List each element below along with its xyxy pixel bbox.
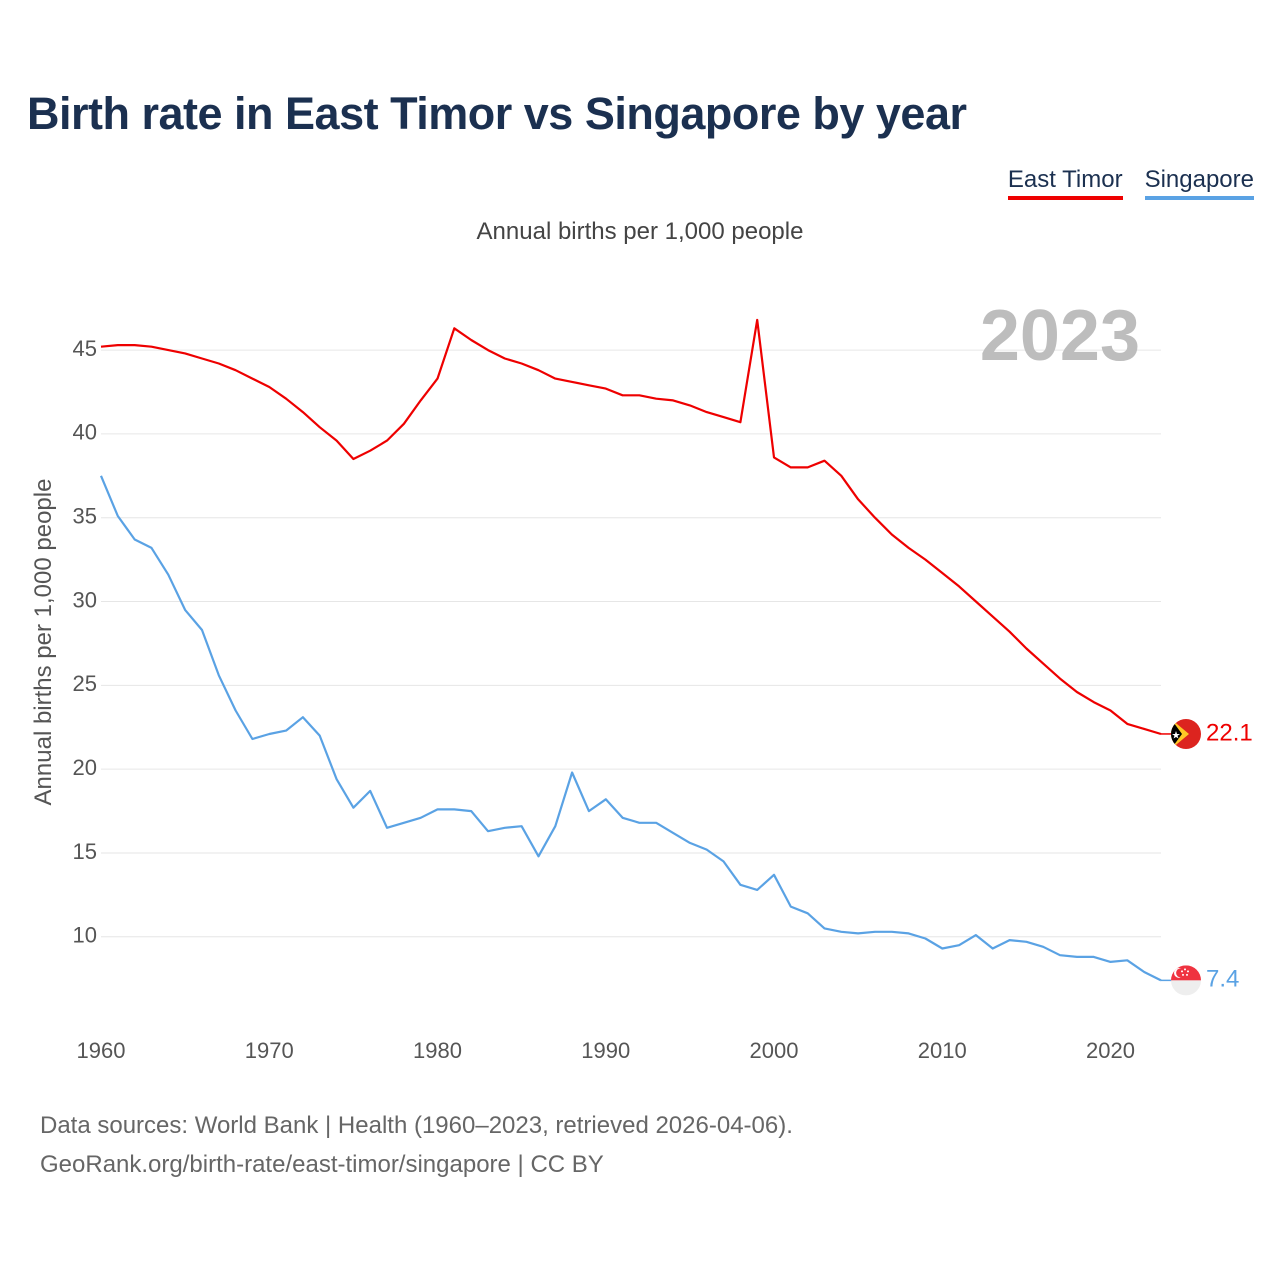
- y-tick-label: 10: [73, 923, 97, 948]
- x-tick-label: 2020: [1086, 1038, 1135, 1063]
- x-tick-label: 1990: [581, 1038, 630, 1063]
- x-tick-label: 2010: [918, 1038, 967, 1063]
- chart-subtitle: Annual births per 1,000 people: [476, 218, 804, 245]
- grid-lines: [101, 349, 1161, 938]
- chart-title: Birth rate in East Timor vs Singapore by…: [27, 88, 967, 139]
- y-tick-label: 40: [73, 420, 97, 445]
- x-tick-label: 1980: [413, 1038, 462, 1063]
- singapore-flag-icon: [1171, 965, 1201, 996]
- y-tick-label: 20: [73, 755, 97, 780]
- series-lines: [99, 318, 1172, 982]
- y-tick-label: 35: [73, 504, 97, 529]
- y-axis-ticks: 10 15 20 25 30 35 40 45: [73, 336, 97, 948]
- source-line-link[interactable]: GeoRank.org/birth-rate/east-timor/singap…: [40, 1151, 604, 1178]
- series-line-singapore: [99, 475, 1162, 982]
- legend-item-singapore[interactable]: Singapore: [1144, 166, 1254, 200]
- end-value-label-east-timor: 22.1: [1206, 719, 1253, 746]
- y-tick-label: 45: [73, 336, 97, 361]
- x-tick-label: 1970: [245, 1038, 294, 1063]
- legend-item-east-timor[interactable]: East Timor: [1007, 166, 1123, 200]
- year-label: 2023: [980, 296, 1140, 376]
- east-timor-flag-icon: [1171, 719, 1201, 749]
- y-axis-label: Annual births per 1,000 people: [30, 479, 57, 806]
- x-tick-label: 1960: [77, 1038, 126, 1063]
- line-chart: 10 15 20 25 30 35 40 45 1960 1970 1980 1990 2000 201…: [30, 296, 1253, 1063]
- source-line-data: Data sources: World Bank | Health (1960–…: [40, 1112, 793, 1139]
- end-value-label-singapore: 7.4: [1206, 966, 1239, 993]
- series-line-east-timor: [100, 318, 1162, 736]
- legend: East Timor Singapore: [1007, 166, 1254, 200]
- y-tick-label: 30: [73, 587, 97, 612]
- source-note: Data sources: World Bank | Health (1960–…: [40, 1106, 793, 1184]
- y-tick-label: 25: [73, 671, 97, 696]
- y-tick-label: 15: [73, 839, 97, 864]
- x-axis-ticks: 1960 1970 1980 1990 2000 2010 2020: [77, 1038, 1135, 1063]
- x-tick-label: 2000: [750, 1038, 799, 1063]
